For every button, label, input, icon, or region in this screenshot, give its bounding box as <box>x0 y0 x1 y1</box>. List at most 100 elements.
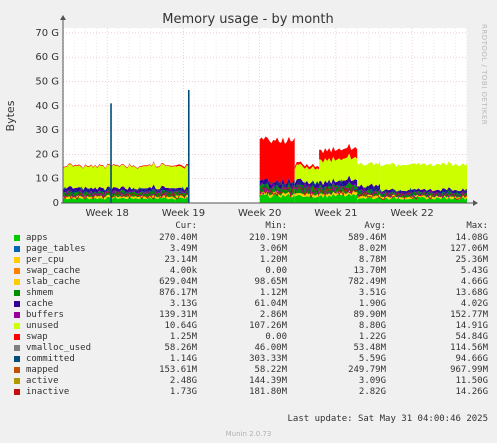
area-apps <box>319 193 358 203</box>
y-tick-label: 70 G <box>35 28 59 39</box>
area-slab <box>294 192 320 198</box>
area-unused <box>380 161 467 193</box>
legend-swatch <box>14 290 20 296</box>
rrdtool-credit: RRDTOOL / TOBI OETIKER <box>480 24 488 125</box>
series-line <box>380 190 468 199</box>
legend-cur: 58.26M <box>164 343 197 353</box>
legend-item: page_tables 3.49M 3.06M 8.02M 127.06M <box>0 244 497 255</box>
legend-avg: 8.80G <box>358 321 386 331</box>
legend-series-name: cache <box>26 299 54 309</box>
legend-swatch <box>14 268 20 274</box>
legend-avg: 89.90M <box>353 310 386 320</box>
legend-max: 54.84G <box>455 332 488 342</box>
legend-swatch <box>14 334 20 340</box>
legend-max: 5.43G <box>460 266 488 276</box>
last-update: Last update: Sat May 31 04:00:46 2025 <box>287 414 488 424</box>
legend-swatch <box>14 345 20 351</box>
legend-cur: 876.17M <box>159 288 197 298</box>
legend-avg: 589.46M <box>348 233 386 243</box>
x-tick-label: Week 18 <box>86 208 129 219</box>
legend-cur: 270.40M <box>159 233 197 243</box>
legend-item: per_cpu 23.14M 1.20M 8.78M 25.36M <box>0 255 497 266</box>
legend-cur: 629.04M <box>159 277 197 287</box>
x-tick-label: Week 22 <box>390 208 433 219</box>
legend-min: 3.06M <box>259 244 287 254</box>
axes <box>60 15 478 206</box>
header-cur: Cur: <box>175 221 197 231</box>
grid <box>63 28 467 203</box>
legend-swatch <box>14 389 20 395</box>
legend-swatch <box>14 257 20 263</box>
y-axis-label: Bytes <box>4 100 17 131</box>
legend-item: active 2.48G 144.39M 3.09G 11.50G <box>0 376 497 387</box>
legend-swatch <box>14 312 20 318</box>
x-ticks: Week 18 Week 19 Week 20 Week 21 Week 22 <box>86 208 434 219</box>
header-avg: Avg: <box>364 221 386 231</box>
legend-avg: 13.70M <box>353 266 386 276</box>
area-swap <box>319 143 358 163</box>
area-swap <box>63 161 176 169</box>
header-min: Min: <box>265 221 287 231</box>
legend-max: 114.56M <box>450 343 488 353</box>
legend-avg: 2.82G <box>358 387 386 397</box>
series-line <box>259 186 295 198</box>
legend-min: 61.04M <box>254 299 287 309</box>
x-axis-arrow <box>473 200 478 206</box>
legend-cur: 153.61M <box>159 365 197 375</box>
legend-item: apps 270.40M 210.19M 589.46M 14.08G <box>0 233 497 244</box>
series-line <box>318 179 358 192</box>
series-line <box>175 189 190 195</box>
legend-item: buffers 139.31M 2.86M 89.90M 152.77M <box>0 310 497 321</box>
legend-max: 152.77M <box>450 310 488 320</box>
y-tick-label: 10 G <box>35 174 59 185</box>
area-slab <box>319 190 358 198</box>
legend-series-name: active <box>26 376 59 386</box>
legend-avg: 1.90G <box>358 299 386 309</box>
legend-series-name: buffers <box>26 310 64 320</box>
series-line <box>379 187 468 197</box>
header-max: Max: <box>466 221 488 231</box>
area-apps <box>259 193 295 203</box>
legend-series-name: committed <box>26 354 75 364</box>
legend-avg: 8.02M <box>358 244 386 254</box>
area-apps <box>380 196 467 203</box>
legend-avg: 8.78M <box>358 255 386 265</box>
y-axis-arrow <box>60 15 66 20</box>
legend-swatch <box>14 246 20 252</box>
legend-swatch <box>14 378 20 384</box>
legend-max: 14.91G <box>455 321 488 331</box>
series-line <box>62 187 176 198</box>
y-tick-label: 0 <box>53 198 59 209</box>
legend-swatch <box>14 323 20 329</box>
legend-min: 303.33M <box>249 354 287 364</box>
legend-series-name: unused <box>26 321 59 331</box>
area-unused <box>319 153 358 186</box>
legend-cur: 139.31M <box>159 310 197 320</box>
legend-min: 210.19M <box>249 233 287 243</box>
legend-cur: 1.25M <box>169 332 197 342</box>
y-tick-label: 60 G <box>35 52 59 63</box>
legend-series-name: inactive <box>26 387 70 397</box>
series-line <box>356 185 381 195</box>
legend-min: 98.65M <box>254 277 287 287</box>
series-line <box>294 183 320 195</box>
area-apps <box>294 194 320 203</box>
x-tick-label: Week 20 <box>238 208 281 219</box>
legend-item: inactive 1.73G 181.80M 2.82G 14.26G <box>0 387 497 398</box>
legend-max: 14.26G <box>455 387 488 397</box>
legend-swatch <box>14 367 20 373</box>
x-tick-label: Week 21 <box>314 208 357 219</box>
legend-series-name: swap_cache <box>26 266 81 276</box>
munin-version: Munin 2.0.73 <box>225 430 272 438</box>
legend-cur: 1.73G <box>169 387 197 397</box>
legend-cur: 23.14M <box>164 255 197 265</box>
legend-max: 94.66G <box>455 354 488 364</box>
area-unused <box>63 162 176 191</box>
x-tick-label: Week 19 <box>162 208 205 219</box>
legend-avg: 53.48M <box>353 343 386 353</box>
legend-item: swap_cache 4.00k 0.00 13.70M 5.43G <box>0 266 497 277</box>
legend-min: 0.00 <box>265 332 287 342</box>
series-line <box>357 189 381 199</box>
area-apps <box>175 197 189 203</box>
legend-cur: 3.49M <box>169 244 197 254</box>
